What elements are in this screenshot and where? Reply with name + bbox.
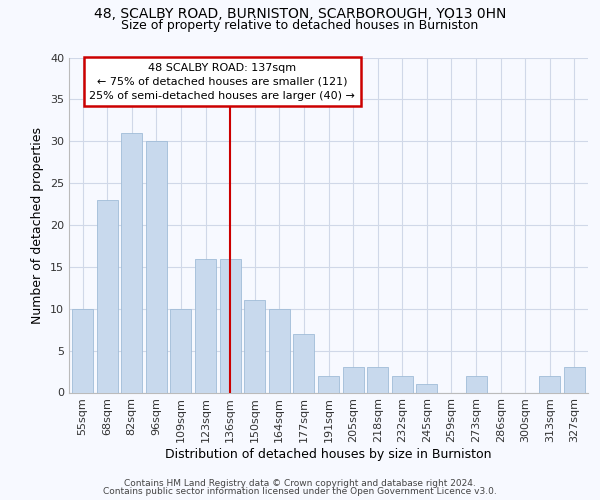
- Bar: [195, 258, 216, 392]
- Bar: [269, 308, 290, 392]
- Bar: [367, 368, 388, 392]
- Text: 48, SCALBY ROAD, BURNISTON, SCARBOROUGH, YO13 0HN: 48, SCALBY ROAD, BURNISTON, SCARBOROUGH,…: [94, 8, 506, 22]
- Text: Contains HM Land Registry data © Crown copyright and database right 2024.: Contains HM Land Registry data © Crown c…: [124, 478, 476, 488]
- Bar: [170, 308, 191, 392]
- Bar: [293, 334, 314, 392]
- Bar: [318, 376, 339, 392]
- Bar: [466, 376, 487, 392]
- Bar: [392, 376, 413, 392]
- Bar: [72, 308, 93, 392]
- Bar: [244, 300, 265, 392]
- Bar: [564, 368, 585, 392]
- Bar: [146, 141, 167, 393]
- Bar: [220, 258, 241, 392]
- Bar: [416, 384, 437, 392]
- Bar: [97, 200, 118, 392]
- Y-axis label: Number of detached properties: Number of detached properties: [31, 126, 44, 324]
- Text: Contains public sector information licensed under the Open Government Licence v3: Contains public sector information licen…: [103, 487, 497, 496]
- Text: 48 SCALBY ROAD: 137sqm
← 75% of detached houses are smaller (121)
25% of semi-de: 48 SCALBY ROAD: 137sqm ← 75% of detached…: [89, 62, 355, 100]
- Bar: [343, 368, 364, 392]
- Text: Size of property relative to detached houses in Burniston: Size of property relative to detached ho…: [121, 18, 479, 32]
- X-axis label: Distribution of detached houses by size in Burniston: Distribution of detached houses by size …: [165, 448, 492, 461]
- Bar: [121, 133, 142, 392]
- Bar: [539, 376, 560, 392]
